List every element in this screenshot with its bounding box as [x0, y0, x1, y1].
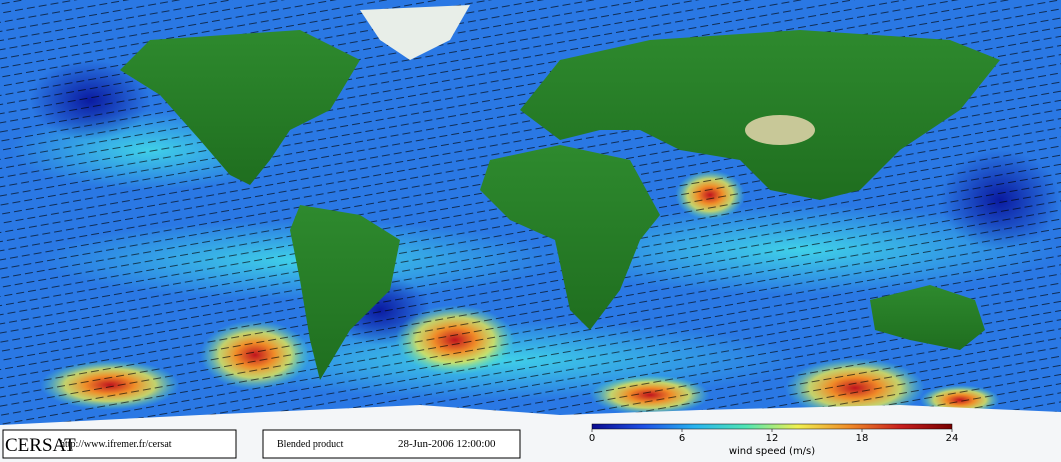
- url: http://www.ifremer.fr/cersat: [60, 439, 172, 450]
- logo-box: [2, 429, 237, 459]
- logo: CERSAT: [5, 435, 76, 456]
- product: Blended product: [277, 439, 344, 450]
- info-box: [262, 429, 521, 459]
- colorbar-ramp: [591, 423, 953, 430]
- continents: [120, 30, 1000, 380]
- colorbar-tick-label: 6: [679, 433, 685, 444]
- greenland: [360, 5, 470, 60]
- date: 28-Jun-2006 12:00:00: [398, 438, 496, 450]
- colorbar-tick-label: 24: [946, 433, 959, 444]
- colorbar-tick-label: 0: [589, 433, 595, 444]
- colorbar: wind speed (m/s) 0 6 12 18 24: [589, 423, 959, 457]
- colorbar-tick-label: 12: [766, 433, 779, 444]
- footer: CERSAT http://www.ifremer.fr/cersat Blen…: [2, 429, 521, 459]
- colorbar-label: wind speed (m/s): [729, 446, 815, 457]
- plateau: [745, 115, 815, 145]
- colorbar-tick-label: 18: [856, 433, 869, 444]
